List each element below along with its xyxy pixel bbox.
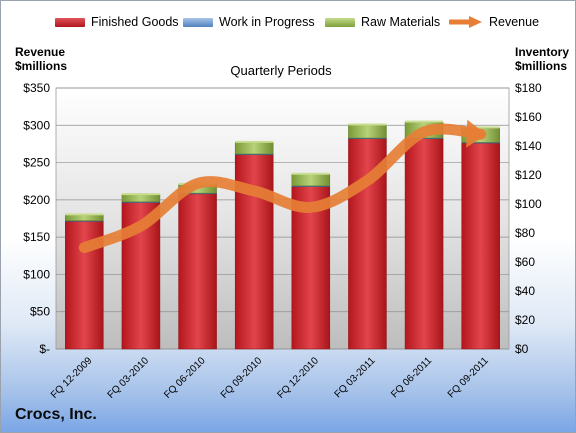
revenue-line (78, 123, 487, 254)
bar-finished-goods (291, 186, 331, 350)
left-tick-label: $250 (23, 156, 50, 170)
bar-cap (235, 140, 274, 143)
legend-label-revenue: Revenue (489, 15, 540, 29)
legend-swatch-finished-goods (55, 17, 85, 27)
bar-raw-materials (348, 124, 387, 139)
right-tick-label: $180 (515, 81, 542, 95)
right-tick-label: $100 (515, 197, 542, 211)
bar-cap (121, 193, 160, 196)
bar-cap (461, 126, 500, 129)
bar-cap (65, 213, 104, 216)
right-tick-label: $60 (515, 255, 535, 269)
left-tick-label: $350 (23, 81, 50, 95)
bar-raw-materials (121, 194, 161, 203)
bar-finished-goods (461, 142, 500, 350)
bar-finished-goods (404, 138, 444, 350)
x-tick-label: FQ 03-2011 (333, 355, 378, 400)
bar-raw-materials (65, 214, 104, 221)
legend: Finished Goods Work in Progress Raw Mate… (1, 15, 575, 35)
right-tick-label: $140 (515, 139, 542, 153)
bar-cap (405, 120, 444, 123)
right-tick-label: $160 (515, 110, 542, 124)
legend-swatch-raw-materials (325, 17, 355, 27)
legend-label-raw-materials: Raw Materials (361, 15, 441, 29)
bar-cap (348, 123, 387, 126)
right-tick-label: $120 (515, 168, 542, 182)
x-tick-label: FQ 09-2010 (219, 355, 265, 401)
left-axis-title: Revenue $millions (15, 45, 68, 73)
right-tick-label: $40 (515, 284, 535, 298)
right-tick-label: $80 (515, 226, 535, 240)
bar-raw-materials (234, 142, 274, 155)
x-tick-label: FQ 12-2009 (49, 355, 95, 401)
x-tick-label: FQ 03-2010 (106, 355, 152, 401)
legend-item-revenue: Revenue (449, 15, 539, 29)
legend-item-raw-materials: Raw Materials (325, 15, 440, 29)
left-tick-label: $50 (30, 305, 50, 319)
legend-item-work-in-progress: Work in Progress (183, 15, 315, 29)
right-axis-title: Inventory $millions (515, 45, 570, 73)
x-tick-label: FQ 06-2011 (389, 355, 434, 400)
legend-item-finished-goods: Finished Goods (55, 15, 179, 29)
x-tick-label: FQ 09-2011 (446, 355, 491, 400)
left-tick-label: $300 (23, 118, 50, 132)
legend-arrow-revenue (449, 16, 482, 28)
bar-raw-materials (291, 174, 331, 187)
right-tick-label: $0 (515, 342, 529, 356)
company-name: Crocs, Inc. (15, 406, 97, 423)
right-tick-label: $20 (515, 313, 535, 327)
revenue-arrowhead (466, 119, 487, 148)
x-tick-label: FQ 06-2010 (162, 355, 208, 401)
left-tick-label: $150 (23, 230, 50, 244)
legend-label-finished-goods: Finished Goods (91, 15, 179, 29)
chart-title: Quarterly Periods (230, 63, 332, 78)
bar-cap (291, 172, 330, 175)
legend-swatch-work-in-progress (183, 17, 213, 27)
left-tick-label: $200 (23, 193, 50, 207)
bar-finished-goods (178, 193, 217, 350)
x-tick-label: FQ 12-2010 (275, 355, 321, 401)
left-tick-label: $- (39, 342, 50, 356)
legend-label-work-in-progress: Work in Progress (219, 15, 315, 29)
left-tick-label: $100 (23, 267, 50, 281)
